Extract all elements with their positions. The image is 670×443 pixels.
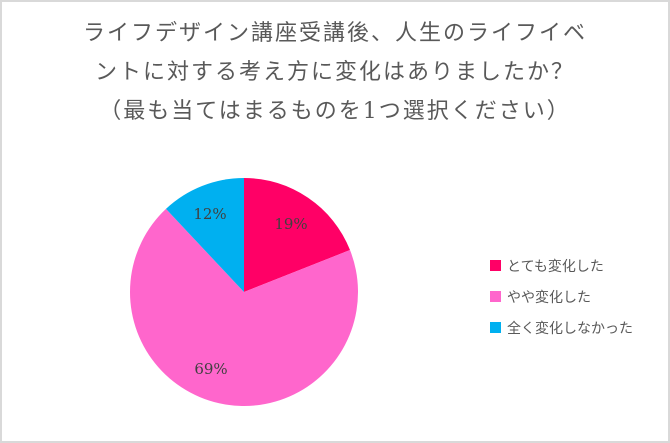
legend-label-1: とても変化した xyxy=(507,258,604,275)
chart-title: ライフデザイン講座受講後、人生のライフイベ ントに対する考え方に変化はありました… xyxy=(0,14,670,131)
legend-swatch-2 xyxy=(490,291,501,302)
slice-label-1: 19% xyxy=(274,215,307,233)
slice-label-2: 69% xyxy=(194,360,227,378)
legend-item-3: 全く変化しなかった xyxy=(490,312,633,343)
legend-item-2: やや変化した xyxy=(490,281,633,312)
pie-slice-2 xyxy=(130,208,358,407)
slice-label-3: 12% xyxy=(193,205,226,223)
legend-label-3: 全く変化しなかった xyxy=(507,320,633,337)
title-line-2: ントに対する考え方に変化はありましたか？ xyxy=(94,60,575,85)
title-line-3: （最も当てはまるものを1つ選択ください） xyxy=(99,99,571,124)
legend: とても変化した やや変化した 全く変化しなかった xyxy=(490,250,633,343)
legend-item-1: とても変化した xyxy=(490,250,633,281)
pie-slice-3 xyxy=(165,178,244,292)
legend-swatch-3 xyxy=(490,322,501,333)
legend-label-2: やや変化した xyxy=(507,289,591,306)
title-line-1: ライフデザイン講座受講後、人生のライフイベ xyxy=(82,21,587,46)
pie-slice-1 xyxy=(244,178,350,292)
legend-swatch-1 xyxy=(490,260,501,271)
